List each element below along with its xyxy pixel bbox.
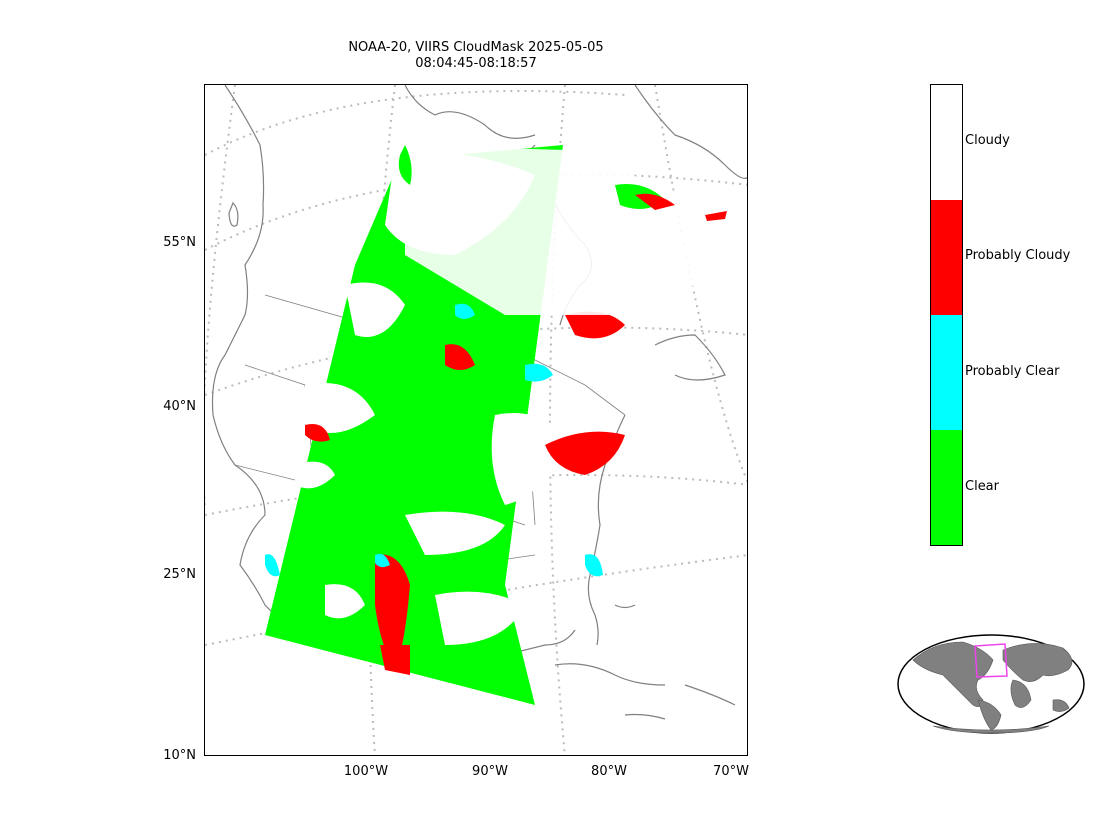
title-line-2: 08:04:45-08:18:57 <box>415 56 537 71</box>
lon-label-100w: 100°W <box>343 764 389 779</box>
lat-label-25: 25°N <box>163 567 196 582</box>
map-title: NOAA-20, VIIRS CloudMask 2025-05-05 08:0… <box>204 40 748 72</box>
colorbar-label-clear: Clear <box>965 479 999 494</box>
globe-locator-svg <box>897 634 1085 734</box>
locator-box <box>974 643 1008 678</box>
lon-label-80w: 80°W <box>591 764 627 779</box>
lon-label-90w: 90°W <box>472 764 508 779</box>
colorbar-probably-cloudy <box>931 200 962 315</box>
lat-label-10: 10°N <box>163 748 196 763</box>
lat-label-55: 55°N <box>163 235 196 250</box>
colorbar-probably-clear <box>931 315 962 430</box>
colorbar-cloudy <box>931 85 962 200</box>
colorbar-label-probably-cloudy: Probably Cloudy <box>965 248 1071 263</box>
colorbar-label-cloudy: Cloudy <box>965 133 1010 148</box>
colorbar-label-probably-clear: Probably Clear <box>965 364 1060 379</box>
cloudmask-north <box>398 145 727 315</box>
map-panel <box>204 84 748 756</box>
colorbar <box>930 84 963 546</box>
lat-label-40: 40°N <box>163 399 196 414</box>
colorbar-clear <box>931 430 962 545</box>
globe-locator-inset <box>893 630 1089 740</box>
title-line-1: NOAA-20, VIIRS CloudMask 2025-05-05 <box>348 40 604 55</box>
lon-label-70w: 70°W <box>713 764 749 779</box>
map-svg <box>205 85 747 755</box>
globe-land <box>912 641 1073 734</box>
